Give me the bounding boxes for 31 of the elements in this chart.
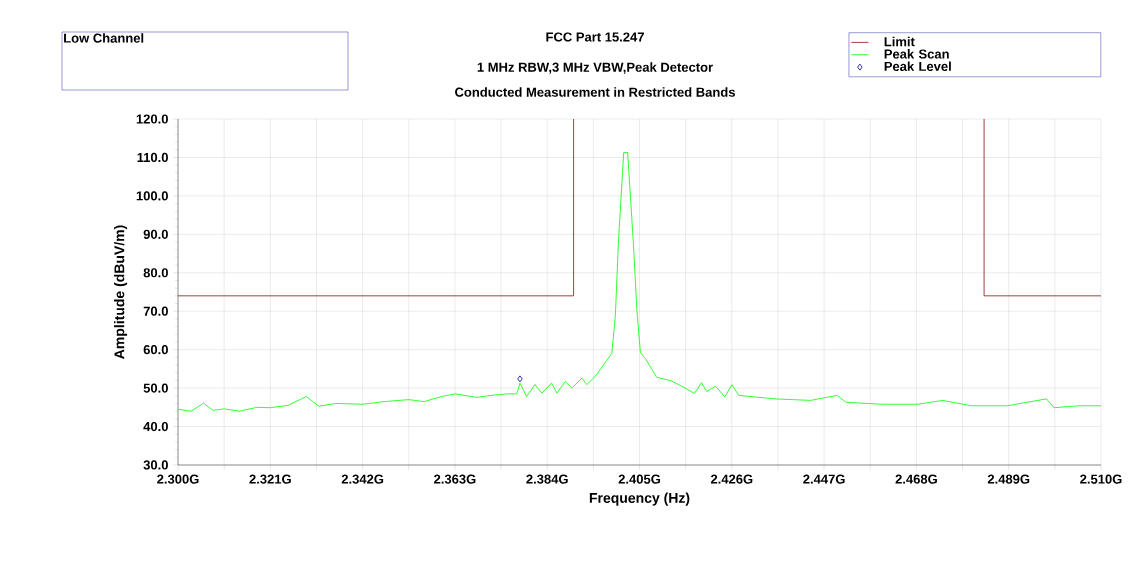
y-tick-label: 120.0: [136, 114, 168, 124]
y-tick-label: 80.0: [143, 268, 168, 278]
x-tick-label: 2.426G: [710, 474, 753, 484]
y-tick-label: 100.0: [136, 191, 168, 201]
x-tick-label: 2.447G: [803, 474, 845, 484]
y-axis-title: Amplitude (dBuV/m): [114, 225, 128, 359]
x-tick-label: 2.510G: [1080, 474, 1122, 484]
text: Low Channel: [64, 33, 144, 43]
x-tick-label: 2.342G: [341, 474, 384, 484]
line-series: [177, 152, 1102, 412]
x-tick-label: 2.468G: [895, 474, 937, 484]
y-tick-label: 90.0: [143, 229, 168, 239]
y-tick-label: 50.0: [143, 383, 168, 393]
legend-label: Peak Level: [884, 61, 951, 71]
x-tick-label: 2.321G: [249, 474, 291, 484]
x-tick-label: 2.363G: [434, 474, 476, 484]
x-axis-title: Frequency (Hz): [589, 492, 690, 506]
legend-label: Peak Scan: [884, 49, 949, 59]
y-tick-label: 110.0: [137, 152, 168, 163]
text: Conducted Measurement in Restricted Bands: [455, 87, 735, 97]
x-tick-label: 2.300G: [157, 474, 199, 484]
y-tick-label: 40.0: [143, 421, 168, 432]
y-tick-label: 30.0: [143, 460, 168, 470]
x-tick-label: 2.489G: [987, 474, 1030, 484]
x-tick-label: 2.384G: [526, 474, 568, 484]
y-tick-label: 60.0: [143, 345, 168, 355]
chart-subtitle: 1 MHz RBW,3 MHz VBW,Peak Detector: [477, 62, 713, 74]
chart-title: FCC Part 15.247: [546, 32, 644, 42]
legend-label: Limit: [884, 36, 915, 47]
x-tick-label: 2.405G: [618, 474, 661, 484]
y-tick-label: 70.0: [143, 306, 168, 316]
